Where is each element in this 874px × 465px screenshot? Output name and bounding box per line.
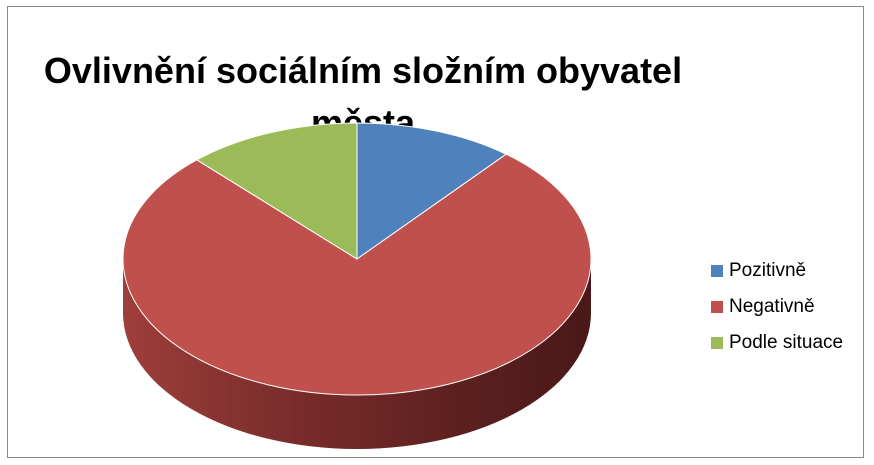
legend-label-pozitivne: Pozitivně <box>729 260 807 281</box>
legend-swatch-podle-situace <box>711 337 723 349</box>
chart-area: Ovlivnění sociálním složním obyvatel měs… <box>7 6 864 458</box>
legend-item-negativne: Negativně <box>711 289 843 325</box>
pie-slice-podle-situace <box>195 122 358 260</box>
pie-slice-pozitivne <box>356 122 508 260</box>
legend-swatch-pozitivne <box>711 265 723 277</box>
legend-item-pozitivne: Pozitivně <box>711 253 843 289</box>
pie-slice-negativne <box>122 153 592 396</box>
legend-swatch-negativne <box>711 301 723 313</box>
pie-chart <box>122 122 592 449</box>
legend: Pozitivně Negativně Podle situace <box>711 253 843 361</box>
legend-label-podle-situace: Podle situace <box>729 332 844 353</box>
legend-item-podle-situace: Podle situace <box>711 325 843 361</box>
pie-side-negativne <box>123 259 591 449</box>
legend-label-negativne: Negativně <box>729 296 815 317</box>
chart-title: Ovlivnění sociálním složním obyvatel měs… <box>43 50 683 143</box>
